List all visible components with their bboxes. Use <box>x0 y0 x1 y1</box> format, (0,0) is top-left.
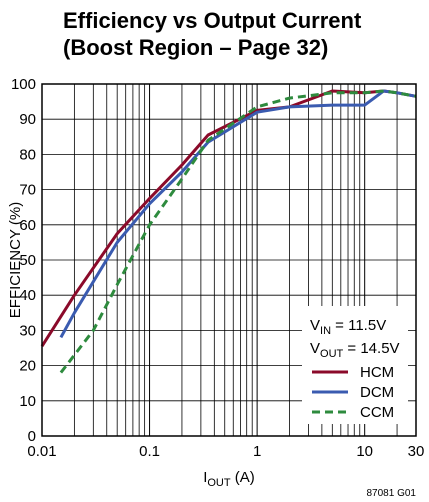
chart-title-line-1: Efficiency vs Output Current <box>63 8 362 33</box>
x-axis-label-unit: (A) <box>231 469 255 486</box>
figure-id: 87081 G01 <box>367 488 417 499</box>
legend-label-dcm: DCM <box>360 384 394 401</box>
legend-entries: HCM DCM CCM <box>312 364 394 421</box>
plot-frame <box>41 83 417 437</box>
x-axis-label: IOUT (A) <box>203 469 255 489</box>
y-tick-label: 40 <box>19 287 36 304</box>
series-line-dcm <box>59 89 417 339</box>
y-tick-label: 70 <box>19 182 36 199</box>
legend-label-hcm: HCM <box>360 364 394 381</box>
x-tick-label: 1 <box>253 443 261 460</box>
y-tick-label: 60 <box>19 217 36 234</box>
x-axis-label-sub: OUT <box>207 477 231 489</box>
chart-title-line-2: (Boost Region – Page 32) <box>63 35 328 60</box>
plot-series <box>40 89 417 374</box>
series-line-ccm <box>59 89 417 374</box>
y-tick-label: 10 <box>19 393 36 410</box>
vin-rest: = 11.5V <box>331 317 386 334</box>
y-tick-label: 20 <box>19 358 36 375</box>
x-axis-label-main: I <box>203 469 207 486</box>
y-tick-label: 50 <box>19 252 36 269</box>
y-axis-label: EFFICIENCY (%) <box>7 202 24 318</box>
vout-sub: OUT <box>320 348 344 360</box>
x-tick-label: 0.01 <box>27 443 56 460</box>
y-tick-label: 90 <box>19 111 36 128</box>
vin-sub: IN <box>320 325 331 337</box>
y-tick-label: 80 <box>19 146 36 163</box>
vout-main: V <box>310 340 320 357</box>
x-tick-label: 30 <box>408 443 425 460</box>
vin-main: V <box>310 317 320 334</box>
y-tick-label: 30 <box>19 322 36 339</box>
legend-label-ccm: CCM <box>360 404 394 421</box>
condition-vout: VOUT = 14.5V <box>310 340 400 360</box>
legend-box <box>302 306 408 424</box>
y-tick-label: 100 <box>11 76 36 93</box>
condition-vin: VIN = 11.5V <box>310 317 386 337</box>
x-tick-labels: 0.01 0.1 1 10 30 <box>27 443 424 460</box>
x-tick-label: 0.1 <box>139 443 160 460</box>
y-tick-labels: 0 10 20 30 40 50 60 70 80 90 100 <box>11 76 36 445</box>
y-tick-label: 0 <box>28 428 36 445</box>
vout-rest: = 14.5V <box>343 340 399 357</box>
x-tick-label: 10 <box>356 443 373 460</box>
